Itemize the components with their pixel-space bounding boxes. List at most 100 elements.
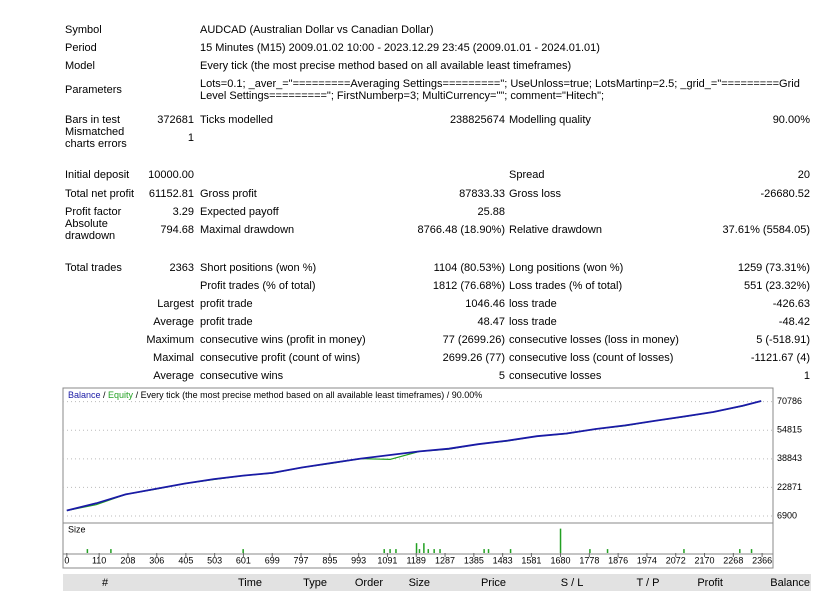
stat-value: 1104 (80.53%) [433, 262, 505, 274]
stat-value: 20 [797, 169, 810, 181]
stat-value: -426.63 [772, 298, 810, 310]
x-tick-label: 1680 [551, 555, 571, 565]
graph-frame [62, 387, 774, 569]
stat-value: 48.47 [477, 316, 505, 328]
column-header: Time [238, 577, 262, 589]
column-header: S / L [561, 577, 584, 589]
stat-label: Mismatched charts errors [65, 126, 127, 150]
stat-label: Short positions (won %) [200, 262, 317, 274]
stat-value: 2699.26 (77) [442, 352, 505, 364]
stat-label: Total net profit [65, 188, 135, 200]
header-label: Period [65, 42, 97, 54]
x-tick-label: 0 [64, 555, 69, 565]
x-tick-label: 110 [92, 555, 106, 565]
stat-label: Ticks modelled [200, 114, 273, 126]
stat-label: consecutive wins (profit in money) [200, 334, 366, 346]
x-tick-label: 1581 [521, 555, 541, 565]
stat-label: Gross loss [509, 188, 561, 200]
stat-label: Absolute drawdown [65, 218, 116, 242]
stat-value: 77 (2699.26) [442, 334, 505, 346]
stat-value: -26680.52 [760, 188, 810, 200]
stat-value: 8766.48 (18.90%) [417, 224, 505, 236]
stat-label: consecutive loss (count of losses) [509, 352, 674, 364]
stat-label: Loss trades (% of total) [509, 280, 623, 292]
y-tick-label: 6900 [777, 510, 797, 520]
stat-value: 1046.46 [465, 298, 505, 310]
stat-value: 10000.00 [148, 169, 194, 181]
stat-value: Largest [157, 298, 194, 310]
y-tick-label: 22871 [777, 482, 802, 492]
stat-label: consecutive wins [200, 370, 284, 382]
stat-value: 238825674 [449, 114, 505, 126]
stat-label: Maximal drawdown [200, 224, 295, 236]
stat-label: consecutive profit (count of wins) [200, 352, 361, 364]
separator: / [133, 390, 141, 400]
header-label: Model [65, 60, 95, 72]
stat-value: 794.68 [160, 224, 194, 236]
stat-value: 1 [803, 370, 810, 382]
header-label: Symbol [65, 24, 102, 36]
stat-label: profit trade [200, 298, 253, 310]
stat-value: 551 (23.32%) [743, 280, 810, 292]
stat-value: -48.42 [778, 316, 810, 328]
x-tick-label: 699 [265, 555, 280, 565]
stat-value: Maximum [146, 334, 194, 346]
stat-value: 5 [498, 370, 505, 382]
column-header: Profit [697, 577, 723, 589]
column-header: Type [303, 577, 327, 589]
x-tick-label: 1287 [435, 555, 455, 565]
stat-value: Maximal [153, 352, 194, 364]
stat-value: 372681 [157, 114, 194, 126]
stat-label: Profit trades (% of total) [200, 280, 316, 292]
stat-label: profit trade [200, 316, 253, 328]
header-label: Parameters [65, 84, 122, 96]
header-value: Lots=0.1; _aver_="=========Averaging Set… [200, 78, 800, 102]
x-tick-label: 1483 [493, 555, 513, 565]
stat-value: 5 (-518.91) [756, 334, 810, 346]
x-tick-label: 208 [120, 555, 135, 565]
stat-value: 37.61% (5584.05) [722, 224, 810, 236]
stat-value: 3.29 [172, 206, 194, 218]
stat-label: Bars in test [65, 114, 121, 126]
size-panel [62, 522, 774, 555]
stat-label: loss trade [509, 298, 557, 310]
stat-value: 25.88 [477, 206, 505, 218]
stat-label: Relative drawdown [509, 224, 602, 236]
x-tick-label: 503 [207, 555, 222, 565]
stat-label: loss trade [509, 316, 557, 328]
stat-value: 1 [187, 132, 194, 144]
x-tick-label: 2366 [752, 555, 772, 565]
size-label: Size [68, 524, 86, 534]
column-header: Size [409, 577, 430, 589]
x-tick-label: 1974 [637, 555, 657, 565]
y-tick-label: 54815 [777, 425, 802, 435]
stat-label: Modelling quality [509, 114, 591, 126]
column-header: Balance [770, 577, 810, 589]
stat-label: Profit factor [65, 206, 122, 218]
x-tick-label: 1778 [579, 555, 599, 565]
x-tick-label: 1189 [407, 555, 426, 565]
header-value: 15 Minutes (M15) 2009.01.02 10:00 - 2023… [200, 42, 600, 54]
y-tick-label: 38843 [777, 453, 802, 463]
stat-label: Expected payoff [200, 206, 279, 218]
stat-label: consecutive losses (loss in money) [509, 334, 679, 346]
stat-label: Initial deposit [65, 169, 130, 181]
x-tick-label: 2170 [695, 555, 715, 565]
x-tick-label: 601 [236, 555, 251, 565]
column-header: # [102, 577, 109, 589]
x-tick-label: 797 [294, 555, 309, 565]
stat-value: Average [153, 370, 194, 382]
stat-label: Spread [509, 169, 545, 181]
stat-value: 1259 (73.31%) [737, 262, 810, 274]
x-tick-label: 993 [351, 555, 366, 565]
legend-entry: Balance [68, 390, 101, 400]
stat-label: Long positions (won %) [509, 262, 624, 274]
line-balance [66, 400, 762, 512]
column-header: Order [355, 577, 383, 589]
x-tick-label: 1876 [608, 555, 628, 565]
caption: Every tick (the most precise method base… [141, 390, 483, 400]
stat-label: Gross profit [200, 188, 257, 200]
graph-caption: Balance / Equity / Every tick (the most … [68, 390, 482, 400]
stat-value: 1812 (76.68%) [432, 280, 505, 292]
